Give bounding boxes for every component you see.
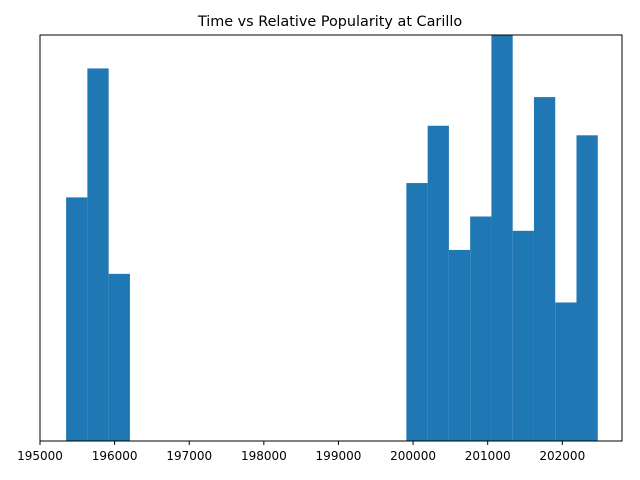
bars-group: [66, 35, 598, 442]
bar-4: [427, 125, 449, 442]
bar-2: [108, 273, 130, 441]
x-tick-label-4: 199000: [316, 449, 362, 463]
bar-7: [491, 35, 513, 441]
x-axis-ticks: 195000 196000 197000 198000 199000 200000 2010…: [17, 441, 585, 463]
x-tick-label-3: 198000: [241, 449, 287, 463]
x-tick-label-6: 201000: [465, 449, 511, 463]
x-tick-label-7: 202000: [539, 449, 585, 463]
x-tick-label-5: 200000: [390, 449, 436, 463]
bar-1: [87, 68, 109, 441]
bar-6: [470, 216, 492, 441]
bar-10: [555, 302, 577, 441]
chart-title: Time vs Relative Popularity at Carillo: [197, 14, 462, 30]
bar-11: [576, 135, 598, 441]
x-tick-label-0: 195000: [17, 449, 63, 463]
x-tick-label-2: 197000: [166, 449, 212, 463]
plot-frame: [39, 34, 623, 442]
bar-8: [512, 230, 534, 441]
bar-5: [448, 249, 471, 441]
bar-9: [533, 97, 556, 441]
bar-0: [66, 197, 88, 441]
bar-3: [406, 183, 428, 441]
x-tick-label-1: 196000: [92, 449, 138, 463]
